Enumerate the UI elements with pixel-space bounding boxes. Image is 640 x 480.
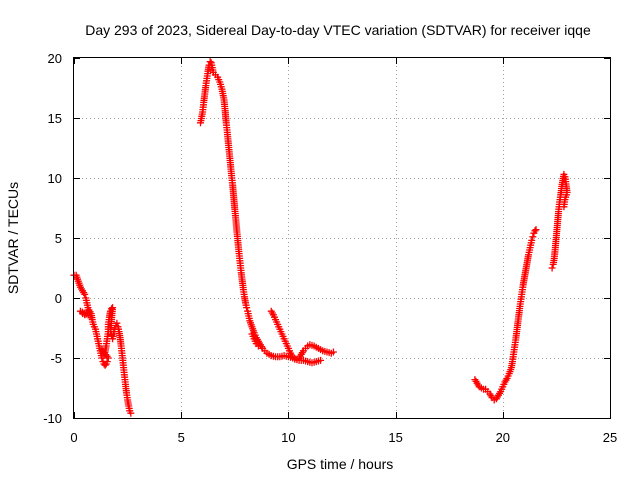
grid-lines — [74, 58, 610, 418]
data-point — [101, 361, 109, 369]
y-tick-labels: -10 -5 0 5 10 15 20 — [43, 51, 62, 426]
x-tick-label: 15 — [388, 430, 402, 445]
y-tick-label: 20 — [48, 51, 62, 66]
x-axis-title: GPS time / hours — [287, 456, 394, 472]
y-tick-label: -5 — [50, 351, 62, 366]
x-tick-label: 5 — [178, 430, 185, 445]
y-tick-label: 0 — [55, 291, 62, 306]
x-tick-label: 0 — [70, 430, 77, 445]
x-tick-labels: 0 5 10 15 20 25 — [70, 430, 617, 445]
y-tick-label: 15 — [48, 111, 62, 126]
data-point — [528, 236, 536, 244]
y-tick-label: 10 — [48, 171, 62, 186]
data-point — [329, 348, 337, 356]
data-point — [100, 352, 108, 360]
data-point — [548, 264, 556, 272]
data-point — [317, 356, 325, 364]
data-point — [529, 233, 537, 241]
data-point — [81, 290, 89, 298]
y-tick-label: -10 — [43, 411, 62, 426]
data-point — [532, 226, 540, 234]
data-point — [127, 409, 135, 417]
data-point — [254, 342, 262, 350]
data-point — [206, 58, 214, 66]
data-point — [531, 227, 539, 235]
x-tick-label: 20 — [496, 430, 510, 445]
data-point — [113, 319, 121, 327]
data-point — [560, 203, 568, 211]
plot-frame — [73, 57, 611, 419]
data-series-sdtvar — [70, 58, 571, 417]
x-tick-label: 25 — [603, 430, 617, 445]
y-tick-label: 5 — [55, 231, 62, 246]
y-axis-title: SDTVAR / TECUs — [5, 182, 21, 294]
data-point — [243, 304, 251, 312]
chart-title: Day 293 of 2023, Sidereal Day-to-day VTE… — [85, 22, 591, 38]
x-tick-label: 10 — [281, 430, 295, 445]
